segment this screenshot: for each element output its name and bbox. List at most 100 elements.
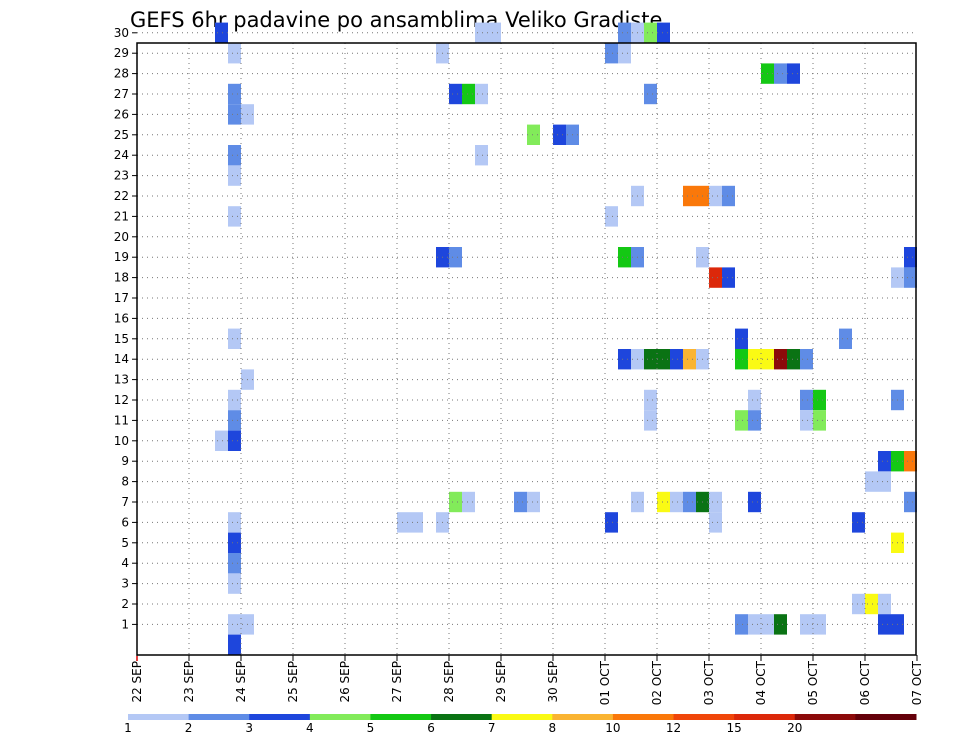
colorbar-segment (128, 714, 190, 720)
y-tick-label: 18 (114, 271, 129, 285)
heatmap-cell (904, 267, 917, 288)
heatmap-cell (852, 512, 865, 533)
y-tick-label: 20 (114, 230, 129, 244)
heatmap-cell (748, 389, 761, 411)
heatmap-cell (644, 410, 657, 431)
heatmap-cell (228, 206, 241, 227)
y-tick-label: 4 (121, 556, 129, 570)
heatmap-cell (618, 247, 631, 268)
y-axis: 1234567891011121314151617181920212223242… (114, 26, 137, 631)
colorbar-label: 4 (306, 721, 314, 735)
y-tick-label: 8 (121, 475, 129, 489)
heatmap-cell (748, 349, 761, 370)
heatmap-cell (774, 614, 787, 635)
y-tick-label: 27 (114, 87, 129, 101)
x-tick-label: 02 OCT (650, 660, 664, 705)
y-tick-label: 10 (114, 434, 129, 448)
colorbar-segment (309, 714, 371, 720)
x-tick-label: 22 SEP (130, 661, 144, 703)
colorbar-label: 20 (787, 721, 802, 735)
heatmap-cell (644, 83, 657, 105)
heatmap-cell (553, 124, 566, 145)
heatmap-cell (449, 491, 462, 513)
heatmap-cell (709, 185, 722, 207)
x-axis: 22 SEP 23 SEP 24 SEP 25 SEP 26 SEP 27 SEP 28 S… (130, 655, 924, 705)
heatmap-cell (657, 491, 670, 513)
colorbar-label: 7 (488, 721, 496, 735)
colorbar-label: 5 (367, 721, 375, 735)
colorbar-segment (188, 714, 250, 720)
heatmap-cell (228, 165, 241, 186)
colorbar-segment (673, 714, 735, 720)
heatmap-cell (748, 491, 761, 513)
colorbar-segment (552, 714, 614, 720)
heatmap-cell (462, 491, 475, 513)
heatmap-cell (644, 349, 657, 370)
heatmap-cell (215, 430, 228, 451)
heatmap-cell (462, 83, 475, 105)
colorbar-label: 10 (605, 721, 620, 735)
y-tick-label: 2 (121, 597, 129, 611)
heatmap-cell (228, 573, 241, 594)
heatmap-cell (774, 349, 787, 370)
heatmap-cell (683, 491, 696, 513)
heatmap-cell (735, 349, 748, 370)
heatmap-cell (670, 491, 683, 513)
heatmap-cell (787, 63, 800, 84)
y-tick-label: 21 (114, 209, 129, 223)
heatmap-cell (644, 22, 657, 43)
heatmap-cell (618, 22, 631, 43)
x-tick-label: 30 SEP (546, 661, 560, 703)
heatmap-cell (748, 410, 761, 431)
y-tick-label: 30 (114, 26, 129, 40)
heatmap-cell (228, 532, 241, 553)
heatmap-cell (475, 83, 488, 105)
heatmap-cell (215, 22, 228, 43)
heatmap-cell (865, 471, 878, 492)
y-tick-label: 29 (114, 46, 129, 60)
heatmap-cell (878, 471, 891, 492)
heatmap-cell (722, 267, 735, 288)
heatmap-cell (527, 124, 540, 145)
heatmap-cell (228, 430, 241, 451)
x-tick-label: 25 SEP (286, 661, 300, 703)
heatmap-cell (228, 512, 241, 533)
heatmap-cell (839, 328, 852, 349)
heatmap-cell (228, 145, 241, 166)
y-tick-label: 16 (114, 311, 129, 325)
heatmap-cell (228, 389, 241, 411)
heatmap-cell (618, 349, 631, 370)
y-tick-label: 26 (114, 107, 129, 121)
heatmap-cell (657, 349, 670, 370)
heatmap-cell (475, 22, 488, 43)
colorbar-segment (491, 714, 553, 720)
heatmap-cell (605, 43, 618, 64)
heatmap-cell (709, 267, 722, 288)
y-tick-label: 17 (114, 291, 129, 305)
colorbar-label: 15 (727, 721, 742, 735)
heatmap-cell (449, 247, 462, 268)
x-tick-label: 28 SEP (442, 661, 456, 703)
heatmap-cell (228, 83, 241, 105)
y-tick-label: 14 (114, 352, 129, 366)
y-tick-label: 15 (114, 332, 129, 346)
heatmap-cell (488, 22, 501, 43)
y-tick-label: 11 (114, 413, 129, 427)
colorbar-segment (249, 714, 311, 720)
heatmap-cell (878, 593, 891, 615)
y-tick-label: 1 (121, 617, 129, 631)
heatmap-cell (397, 512, 410, 533)
heatmap-cell (735, 614, 748, 635)
chart-title: GEFS 6hr padavine po ansamblima Veliko G… (130, 8, 662, 32)
colorbar-segment (612, 714, 675, 720)
y-tick-label: 25 (114, 128, 129, 142)
x-tick-label: 04 OCT (754, 660, 768, 705)
heatmap-cell (878, 614, 891, 635)
y-tick-label: 24 (114, 148, 129, 162)
heatmap-cell (228, 328, 241, 349)
heatmap-cell (228, 104, 241, 125)
heatmap-cell (800, 614, 813, 635)
x-tick-label: 05 OCT (806, 660, 820, 705)
heatmap-cell (735, 410, 748, 431)
heatmap-cell (644, 389, 657, 411)
